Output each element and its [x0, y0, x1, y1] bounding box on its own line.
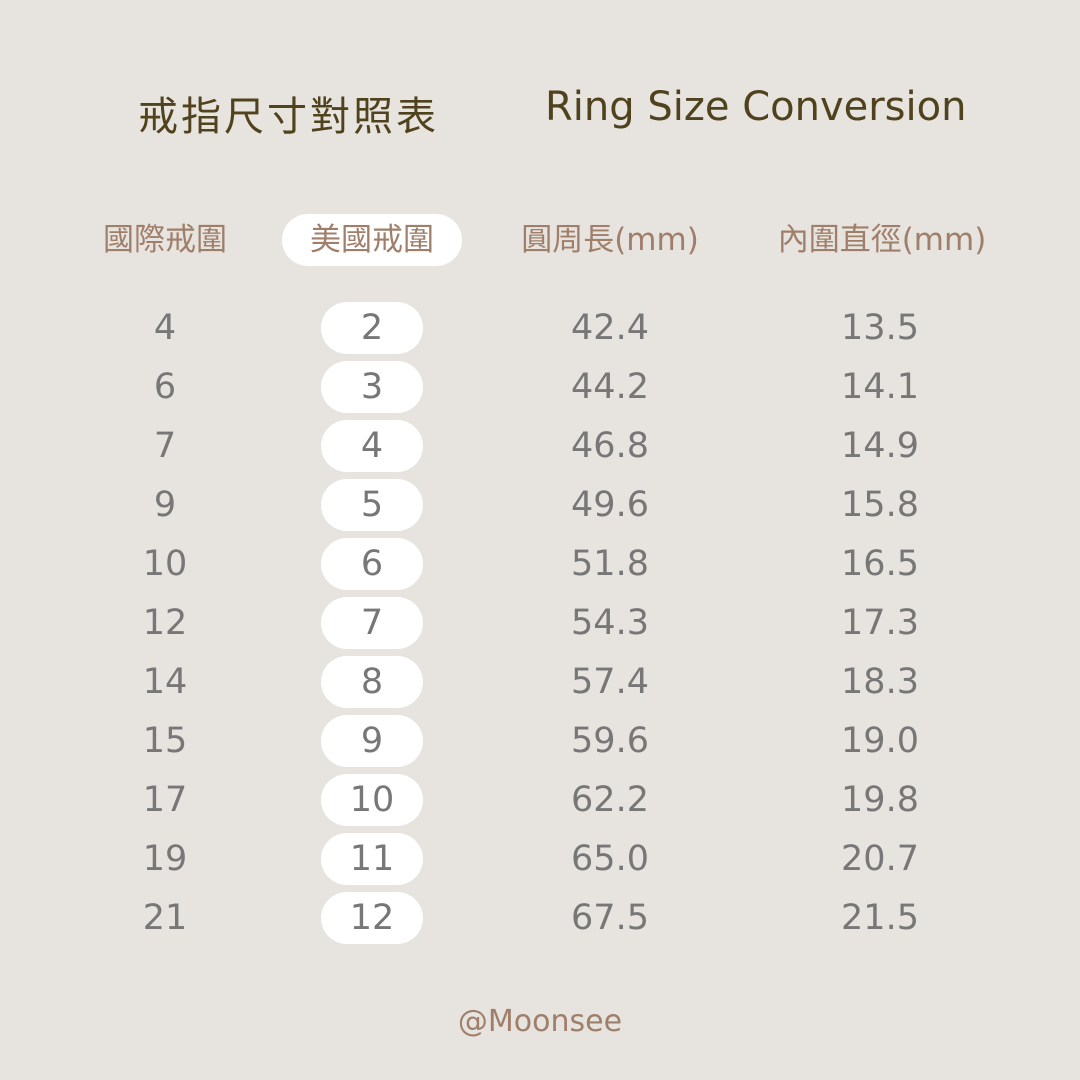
cell-us-size: 12: [321, 892, 423, 944]
cell-inner-diameter: 21.5: [841, 898, 919, 938]
title-chinese: 戒指尺寸對照表: [138, 94, 439, 140]
table-row: 14 8 57.4 18.3: [0, 656, 1080, 708]
table-row: 21 12 67.5 21.5: [0, 892, 1080, 944]
cell-us-size: 7: [321, 597, 423, 649]
cell-inner-diameter: 19.0: [841, 721, 919, 761]
cell-inner-diameter: 17.3: [841, 603, 919, 643]
cell-international-size: 9: [153, 485, 177, 525]
cell-circumference: 42.4: [571, 308, 649, 348]
footer-handle: @Moonsee: [457, 1004, 623, 1039]
cell-circumference: 57.4: [571, 662, 649, 702]
cell-inner-diameter: 14.9: [841, 426, 919, 466]
cell-circumference: 44.2: [571, 367, 649, 407]
cell-us-size: 11: [321, 833, 423, 885]
cell-international-size: 19: [142, 839, 188, 879]
cell-international-size: 6: [153, 367, 177, 407]
cell-international-size: 21: [142, 898, 188, 938]
cell-inner-diameter: 16.5: [841, 544, 919, 584]
cell-international-size: 10: [142, 544, 188, 584]
cell-us-size: 3: [321, 361, 423, 413]
cell-international-size: 12: [142, 603, 188, 643]
cell-circumference: 59.6: [571, 721, 649, 761]
table-row: 7 4 46.8 14.9: [0, 420, 1080, 472]
title-english: Ring Size Conversion: [545, 84, 967, 130]
cell-us-size: 8: [321, 656, 423, 708]
cell-circumference: 67.5: [571, 898, 649, 938]
table-row: 12 7 54.3 17.3: [0, 597, 1080, 649]
table-row: 17 10 62.2 19.8: [0, 774, 1080, 826]
cell-inner-diameter: 18.3: [841, 662, 919, 702]
header-inner-diameter: 內圍直徑(mm): [777, 222, 987, 258]
cell-circumference: 62.2: [571, 780, 649, 820]
cell-international-size: 7: [153, 426, 177, 466]
cell-us-size: 4: [321, 420, 423, 472]
table-row: 9 5 49.6 15.8: [0, 479, 1080, 531]
table-row: 15 9 59.6 19.0: [0, 715, 1080, 767]
header-us-size: 美國戒圍: [282, 214, 462, 266]
header-international-size: 國際戒圍: [103, 222, 227, 258]
cell-inner-diameter: 13.5: [841, 308, 919, 348]
cell-inner-diameter: 19.8: [841, 780, 919, 820]
cell-circumference: 46.8: [571, 426, 649, 466]
cell-international-size: 17: [142, 780, 188, 820]
table-row: 10 6 51.8 16.5: [0, 538, 1080, 590]
cell-us-size: 9: [321, 715, 423, 767]
cell-circumference: 49.6: [571, 485, 649, 525]
cell-international-size: 4: [153, 308, 177, 348]
table-row: 19 11 65.0 20.7: [0, 833, 1080, 885]
cell-inner-diameter: 20.7: [841, 839, 919, 879]
cell-us-size: 2: [321, 302, 423, 354]
cell-international-size: 14: [142, 662, 188, 702]
cell-us-size: 10: [321, 774, 423, 826]
cell-circumference: 54.3: [571, 603, 649, 643]
cell-us-size: 6: [321, 538, 423, 590]
table-row: 6 3 44.2 14.1: [0, 361, 1080, 413]
cell-international-size: 15: [142, 721, 188, 761]
cell-circumference: 51.8: [571, 544, 649, 584]
cell-us-size: 5: [321, 479, 423, 531]
header-circumference: 圓周長(mm): [521, 222, 699, 258]
cell-inner-diameter: 15.8: [841, 485, 919, 525]
cell-inner-diameter: 14.1: [841, 367, 919, 407]
table-row: 4 2 42.4 13.5: [0, 302, 1080, 354]
cell-circumference: 65.0: [571, 839, 649, 879]
